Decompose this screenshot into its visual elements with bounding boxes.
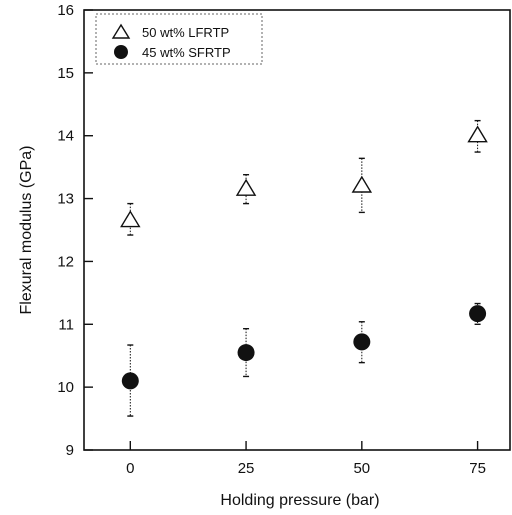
legend: 50 wt% LFRTP 45 wt% SFRTP — [95, 13, 263, 65]
legend-marker-filled-circle — [114, 45, 128, 59]
y-axis-title: Flexural modulus (GPa) — [18, 146, 35, 315]
x-tick-label: 75 — [469, 460, 486, 477]
y-tick-label: 16 — [57, 2, 74, 19]
data-point-open-triangle — [235, 178, 257, 196]
legend-marker-open-triangle — [111, 23, 131, 39]
y-tick-label: 12 — [57, 253, 74, 270]
data-point-filled-circle — [353, 333, 371, 351]
plot-frame — [83, 9, 511, 451]
y-tick-label: 9 — [66, 442, 74, 459]
x-tick-label: 50 — [353, 460, 370, 477]
series-1 — [120, 119, 488, 236]
x-tick-label: 0 — [126, 460, 134, 477]
x-axis-title: Holding pressure (bar) — [220, 492, 379, 509]
data-point-open-triangle — [120, 210, 141, 228]
x-axis: 0 25 50 75 — [126, 441, 486, 477]
x-tick-label: 25 — [238, 460, 255, 477]
y-tick-label: 10 — [57, 379, 74, 396]
series-2 — [121, 302, 487, 417]
data-point-open-triangle — [351, 175, 373, 193]
legend-label-series-2: 45 wt% SFRTP — [142, 45, 231, 60]
series-layer — [120, 119, 488, 417]
data-point-filled-circle — [469, 305, 487, 323]
legend-label-series-1: 50 wt% LFRTP — [142, 25, 229, 40]
y-tick-label: 14 — [57, 128, 74, 145]
data-point-open-triangle — [467, 125, 488, 143]
data-point-filled-circle — [121, 372, 139, 390]
y-axis: 9 10 11 12 13 14 15 16 — [57, 2, 93, 459]
y-tick-label: 11 — [58, 316, 74, 333]
y-tick-label: 15 — [57, 65, 74, 82]
data-point-filled-circle — [237, 344, 255, 362]
y-tick-label: 13 — [57, 191, 74, 208]
